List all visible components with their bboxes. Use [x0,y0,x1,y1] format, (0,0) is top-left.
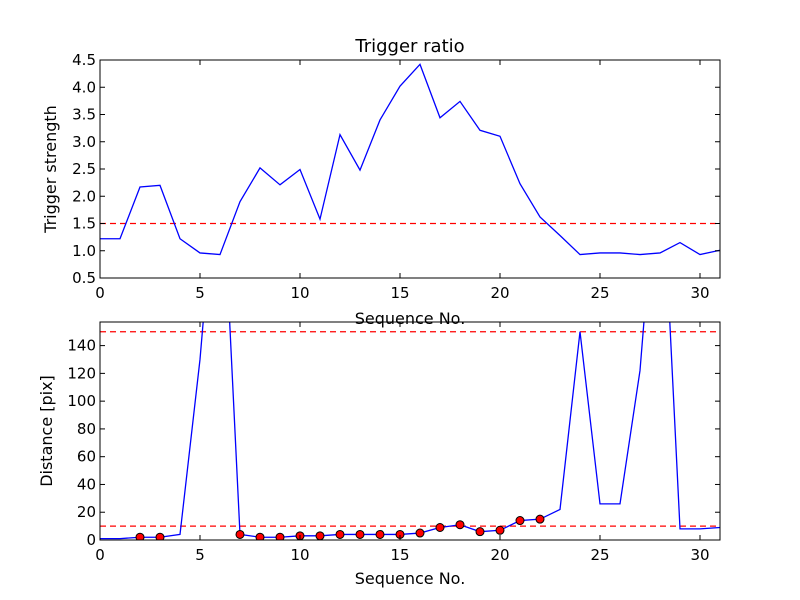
y-tick-label: 40 [77,475,96,493]
x-tick-label: 15 [390,546,409,564]
data-point-1-2 [235,529,245,539]
x-tick-label: 5 [195,284,205,302]
y-tick-label: 1.5 [72,215,96,233]
data-point-1-17 [535,514,545,524]
plot-area-1 [100,322,720,540]
data-point-1-13 [455,520,465,530]
x-tick-label: 5 [195,546,205,564]
x-tick-label: 25 [590,284,609,302]
plot-area-0 [100,63,720,256]
y-tick-label: 80 [77,420,96,438]
data-point-1-9 [375,529,385,539]
x-tick-label: 10 [290,546,309,564]
x-tick-label: 15 [390,284,409,302]
y-tick-label: 3.5 [72,106,96,124]
axes-frame-1 [99,321,721,541]
data-point-1-8 [355,529,365,539]
top-chart-title: Trigger ratio [354,36,464,57]
y-tick-label: 1.0 [72,242,96,260]
series-line-0-0 [100,63,720,256]
x-tick-label: 0 [95,284,105,302]
x-tick-label: 0 [95,546,105,564]
y-tick-label: 0 [86,531,96,549]
y-tick-label: 3.0 [72,133,96,151]
y-tick-label: 0.5 [72,269,96,287]
bottom-y-axis-label: Distance [pix] [37,375,56,487]
data-point-1-0 [135,532,145,540]
top-axes: Trigger ratio Sequence No. Trigger stren… [41,36,721,328]
bottom-axes: Sequence No. Distance [pix] 0 5 10 15 20 25 30… [37,321,721,588]
series-line-1-0 [100,322,720,540]
y-tick-label: 100 [67,392,96,410]
x-tick-label: 30 [690,546,709,564]
x-tick-label: 20 [490,284,509,302]
top-y-axis-label: Trigger strength [41,105,60,234]
data-point-1-4 [275,532,285,540]
y-tick-label: 2.0 [72,187,96,205]
x-tick-label: 10 [290,284,309,302]
top-x-axis-label: Sequence No. [355,309,466,328]
y-tick-label: 2.5 [72,160,96,178]
y-tick-label: 140 [67,337,96,355]
x-tick-label: 20 [490,546,509,564]
data-point-1-15 [495,525,505,535]
y-tick-label: 4.5 [72,51,96,69]
x-tick-label: 25 [590,546,609,564]
data-point-1-16 [515,516,525,526]
bottom-x-axis-label: Sequence No. [355,569,466,588]
data-point-1-1 [155,532,165,540]
x-tick-label: 30 [690,284,709,302]
data-point-1-11 [415,528,425,538]
y-tick-label: 120 [67,364,96,382]
y-tick-label: 60 [77,448,96,466]
data-point-1-14 [475,527,485,537]
data-point-1-3 [255,532,265,540]
data-point-1-12 [435,523,445,533]
y-tick-label: 20 [77,503,96,521]
y-tick-label: 4.0 [72,78,96,96]
data-point-1-6 [315,531,325,540]
data-point-1-7 [335,529,345,539]
